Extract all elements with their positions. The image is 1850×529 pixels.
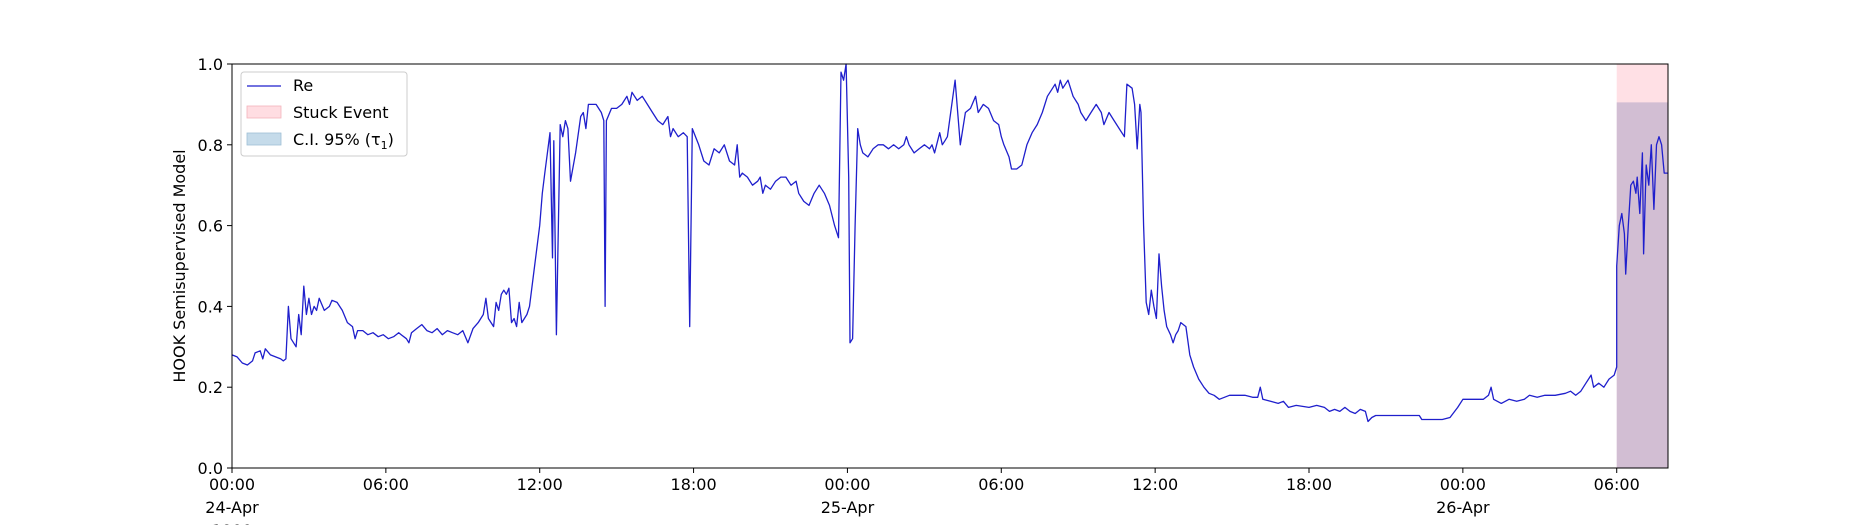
legend-swatch-ci	[246, 132, 282, 146]
series-line-re	[231, 63, 1668, 423]
x-tick-sublabel-8: 26-Apr	[1436, 498, 1490, 517]
y-tick-label-0: 0.0	[198, 459, 223, 478]
series-lines	[231, 63, 1668, 423]
x-tick-label-0: 00:00	[209, 475, 255, 494]
legend-label-ci-main: C.I. 95% (τ	[293, 130, 381, 149]
x-tick-label-9: 06:00	[1594, 475, 1640, 494]
legend-label-re: Re	[293, 76, 313, 95]
legend-box	[240, 71, 408, 157]
y-tick-label-4: 0.8	[198, 136, 223, 155]
legend-label-stuck-event: Stuck Event	[293, 103, 389, 122]
y-axis-label: HOOK Semisupervised Model	[170, 149, 189, 382]
shaded-regions	[1616, 64, 1668, 468]
legend-swatch-stuck-event	[246, 105, 282, 119]
x-tick-label-1: 06:00	[363, 475, 409, 494]
x-axis: 00:00 24-Apr 1900 06:00 12:00 18:00 00:00 25-Ap…	[205, 468, 1640, 529]
x-tick-label-4: 00:00	[824, 475, 870, 494]
x-tick-label-5: 06:00	[978, 475, 1024, 494]
plot-frame	[231, 63, 1669, 469]
x-tick-label-2: 12:00	[517, 475, 563, 494]
x-tick-label-6: 12:00	[1132, 475, 1178, 494]
x-tick-label-3: 18:00	[671, 475, 717, 494]
x-tick-sublabel-0: 24-Apr	[205, 498, 259, 517]
x-tick-label-7: 18:00	[1286, 475, 1332, 494]
y-tick-label-1: 0.2	[198, 378, 223, 397]
legend-label-ci-sub: 1	[381, 139, 388, 152]
y-tick-label-2: 0.4	[198, 297, 223, 316]
x-tick-label-8: 00:00	[1440, 475, 1486, 494]
x-tick-sublabel2-0: 1900	[212, 521, 253, 525]
legend-label-ci-tail: )	[388, 130, 394, 149]
y-tick-label-5: 1.0	[198, 55, 223, 74]
legend: Re Stuck Event C.I. 95% (τ1)	[240, 71, 408, 157]
y-axis: 0.0 0.2 0.4 0.6 0.8 1.0	[198, 55, 232, 478]
legend-label-ci: C.I. 95% (τ1)	[293, 130, 394, 152]
y-tick-label-3: 0.6	[198, 217, 223, 236]
x-tick-sublabel-4: 25-Apr	[821, 498, 875, 517]
